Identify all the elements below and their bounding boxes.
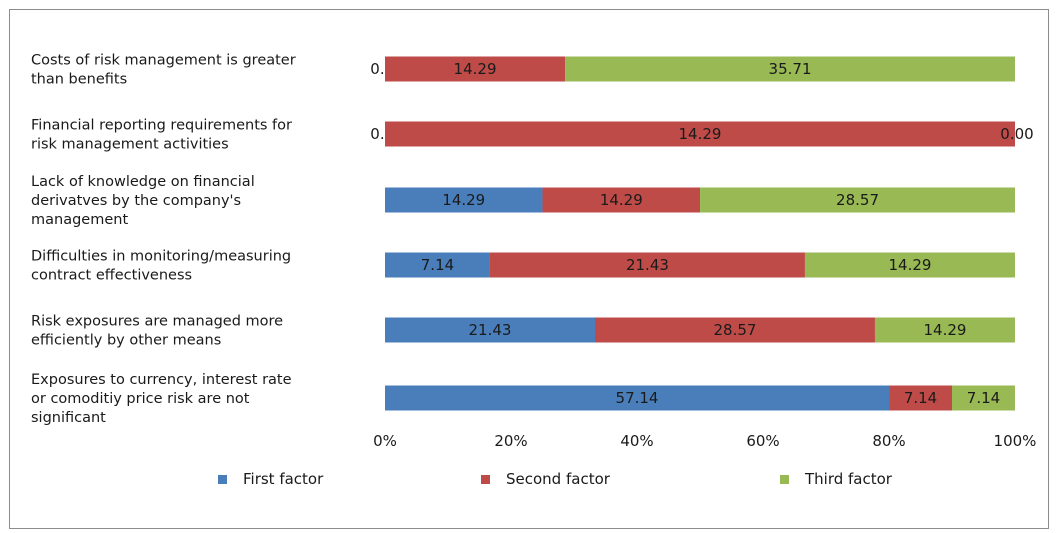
legend-swatch bbox=[218, 475, 227, 484]
category-label: Exposures to currency, interest rate or c… bbox=[31, 372, 292, 426]
bar-segment-1 bbox=[385, 385, 890, 411]
legend-swatch bbox=[481, 475, 490, 484]
x-tick-label: 60% bbox=[746, 432, 779, 450]
legend: First factor Second factor Third factor bbox=[218, 470, 893, 488]
bar-segment-2 bbox=[595, 317, 875, 343]
category-label-line: Difficulties in monitoring/measuring bbox=[31, 249, 291, 265]
category-label: Costs of risk management is greater than … bbox=[31, 53, 296, 88]
bar-segment-1 bbox=[385, 252, 490, 278]
category-label: Risk exposures are managed more efficient… bbox=[31, 314, 283, 349]
x-tick-label: 0% bbox=[373, 432, 397, 450]
bars: 0.0014.2935.710.0014.290.0014.2914.2928.… bbox=[370, 56, 1034, 411]
bar-segment-3 bbox=[952, 385, 1015, 411]
data-label: 14.29 bbox=[442, 191, 485, 209]
category-label: Financial reporting requirements for risk… bbox=[31, 118, 292, 153]
data-label: 28.57 bbox=[836, 191, 879, 209]
bar-segment-2 bbox=[385, 121, 1015, 147]
data-label: 0.00 bbox=[1000, 125, 1033, 143]
category-label-line: Costs of risk management is greater bbox=[31, 53, 296, 69]
data-label: 7.14 bbox=[904, 389, 937, 407]
bar-segment-2 bbox=[889, 385, 953, 411]
data-label: 14.29 bbox=[600, 191, 643, 209]
data-label: 7.14 bbox=[967, 389, 1000, 407]
bar-segment-2 bbox=[385, 56, 566, 82]
bar-segment-1 bbox=[385, 187, 543, 213]
category-label-line: or comoditiy price risk are not bbox=[31, 391, 250, 407]
category-label-line: Financial reporting requirements for bbox=[31, 118, 292, 134]
x-tick-label: 80% bbox=[872, 432, 905, 450]
legend-swatch bbox=[780, 475, 789, 484]
category-label-line: Risk exposures are managed more bbox=[31, 314, 283, 330]
bar-segment-1 bbox=[385, 317, 595, 343]
data-label: 14.29 bbox=[924, 321, 967, 339]
bar-segment-3 bbox=[804, 252, 1015, 278]
data-label: 35.71 bbox=[769, 60, 812, 78]
legend-label: Third factor bbox=[804, 470, 893, 488]
x-axis: 0% 20% 40% 60% 80% 100% bbox=[373, 432, 1036, 450]
x-tick-label: 20% bbox=[494, 432, 527, 450]
data-label: 7.14 bbox=[421, 256, 454, 274]
category-label-line: risk management activities bbox=[31, 137, 229, 153]
stacked-bar-chart: Costs of risk management is greater than … bbox=[31, 53, 1036, 489]
data-label: 14.29 bbox=[888, 256, 931, 274]
category-labels: Costs of risk management is greater than … bbox=[31, 53, 296, 427]
category-label-line: contract effectiveness bbox=[31, 268, 192, 284]
bar-segment-2 bbox=[542, 187, 701, 213]
category-label-line: Lack of knowledge on financial bbox=[31, 174, 255, 190]
category-label-line: significant bbox=[31, 410, 106, 426]
data-label: 28.57 bbox=[714, 321, 757, 339]
x-tick-label: 40% bbox=[620, 432, 653, 450]
chart-frame: Costs of risk management is greater than … bbox=[9, 9, 1049, 529]
category-label-line: efficiently by other means bbox=[31, 333, 221, 349]
bar-segment-3 bbox=[874, 317, 1015, 343]
category-label: Lack of knowledge on financial derivatves… bbox=[31, 174, 255, 228]
bar-segment-3 bbox=[565, 56, 1015, 82]
legend-label: First factor bbox=[243, 470, 324, 488]
category-label-line: management bbox=[31, 212, 128, 228]
data-label: 14.29 bbox=[454, 60, 497, 78]
category-label: Difficulties in monitoring/measuring cont… bbox=[31, 249, 291, 284]
category-label-line: than benefits bbox=[31, 72, 127, 88]
data-label: 57.14 bbox=[616, 389, 659, 407]
bar-segment-2 bbox=[489, 252, 805, 278]
data-label: 21.43 bbox=[626, 256, 669, 274]
data-label: 21.43 bbox=[469, 321, 512, 339]
category-label-line: Exposures to currency, interest rate bbox=[31, 372, 292, 388]
bar-segment-3 bbox=[700, 187, 1015, 213]
category-label-line: derivatves by the company's bbox=[31, 193, 241, 209]
data-label: 14.29 bbox=[679, 125, 722, 143]
x-tick-label: 100% bbox=[994, 432, 1037, 450]
legend-label: Second factor bbox=[506, 470, 611, 488]
